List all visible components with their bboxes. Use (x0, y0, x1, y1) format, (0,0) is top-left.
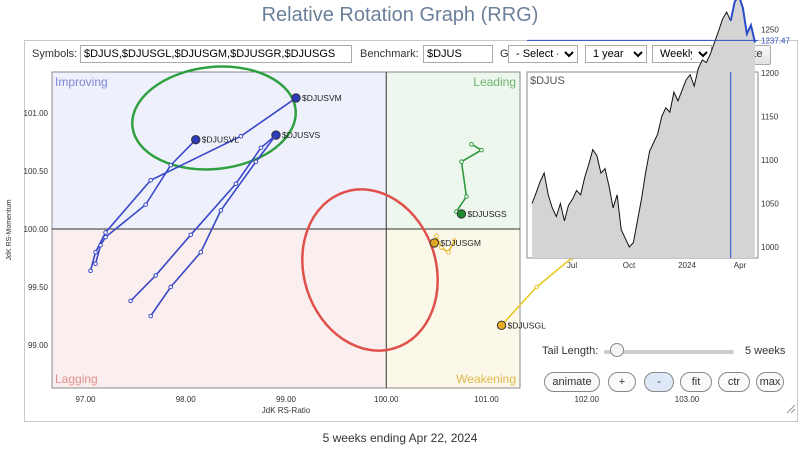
tail-length-knob[interactable] (610, 343, 624, 357)
controls-bar: Symbols: Benchmark: Groups: - Select - 1… (30, 44, 790, 66)
center-button[interactable]: ctr (718, 372, 750, 392)
fit-button[interactable]: fit (680, 372, 712, 392)
frequency-select[interactable]: Weekly (652, 45, 712, 63)
tail-length-value: 5 weeks (745, 345, 786, 357)
benchmark-input[interactable] (423, 45, 493, 63)
symbols-label: Symbols: (32, 48, 78, 60)
zoom-out-button[interactable]: - (644, 372, 674, 392)
max-button[interactable]: max (756, 372, 784, 392)
groups-select[interactable]: - Select - (508, 45, 578, 63)
symbols-input[interactable] (80, 45, 352, 63)
rrg-panel (24, 40, 798, 422)
zoom-in-button[interactable]: + (608, 372, 636, 392)
animate-button[interactable]: animate (544, 372, 600, 392)
period-select[interactable]: 1 year (585, 45, 647, 63)
tail-length-label: Tail Length: (542, 345, 599, 357)
update-button[interactable]: Update (718, 45, 772, 65)
y-axis-title: JdK RS-Momentum (6, 199, 13, 260)
benchmark-label: Benchmark: (360, 48, 419, 60)
resize-grip-icon[interactable] (786, 404, 796, 414)
page-title: Relative Rotation Graph (RRG) (261, 4, 539, 26)
footer-caption: 5 weeks ending Apr 22, 2024 (322, 431, 478, 445)
tail-length-slider[interactable] (604, 350, 734, 354)
